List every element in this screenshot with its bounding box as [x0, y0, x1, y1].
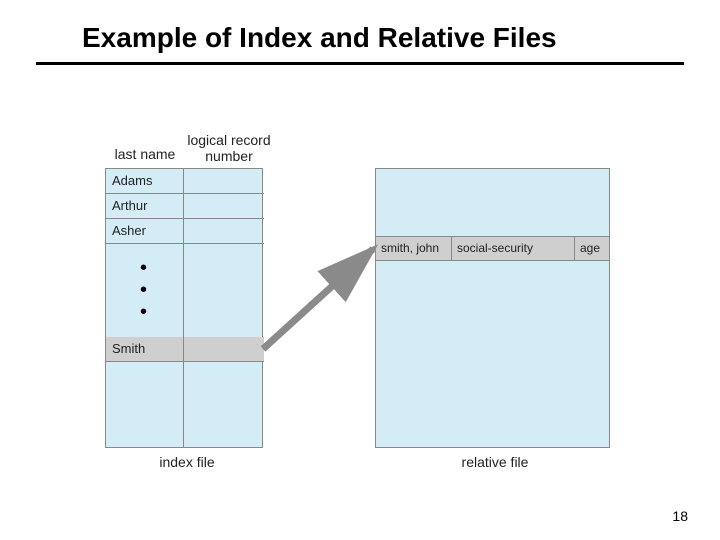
ellipsis-dot-icon: • — [140, 285, 147, 295]
header-last-name: last name — [107, 146, 183, 162]
title-underline — [36, 62, 684, 65]
index-row-name: Smith — [106, 337, 184, 362]
ellipsis-dot-icon: • — [140, 263, 147, 273]
record-field-age: age — [575, 237, 609, 260]
index-row-name: Arthur — [106, 194, 184, 219]
page-title: Example of Index and Relative Files — [0, 0, 720, 62]
index-row-num — [184, 169, 264, 194]
relative-file-box: smith, john social-security age — [375, 168, 610, 448]
index-row-name: Adams — [106, 169, 184, 194]
index-file-box: Adams Arthur Asher • • • Smith — [105, 168, 263, 448]
header-logical-record-number: logical record number — [183, 132, 275, 164]
caption-relative-file: relative file — [445, 454, 545, 470]
record-field-ssn: social-security — [452, 237, 575, 260]
index-row-num — [184, 337, 264, 362]
index-row-num — [184, 194, 264, 219]
index-row-name: Asher — [106, 219, 184, 244]
relative-record: smith, john social-security age — [376, 236, 609, 261]
ellipsis-dot-icon: • — [140, 307, 147, 317]
index-row-num — [184, 219, 264, 244]
page-number: 18 — [672, 508, 688, 524]
diagram: last name logical record number Adams Ar… — [105, 110, 615, 470]
record-field-name: smith, john — [376, 237, 452, 260]
caption-index-file: index file — [137, 454, 237, 470]
